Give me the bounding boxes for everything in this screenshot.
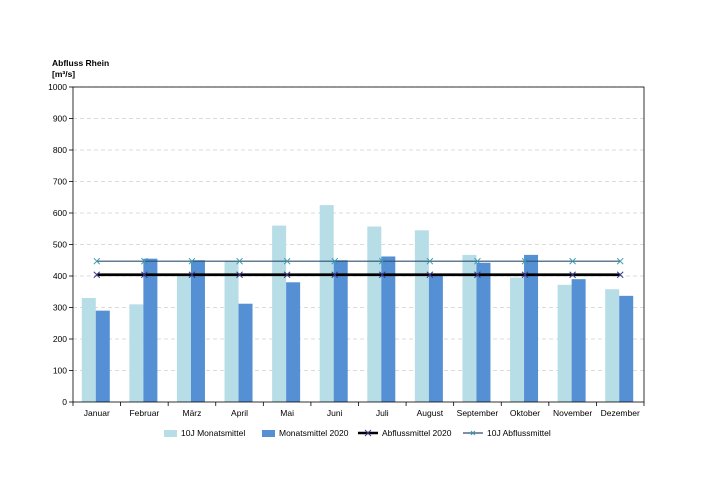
marker-abflussmittel-2020 xyxy=(426,271,434,279)
bar-10j-monatsmittel xyxy=(367,226,382,402)
bar-10j-monatsmittel xyxy=(462,254,477,402)
legend-item-10j-monatsmittel: 10J Monatsmittel xyxy=(164,428,245,438)
marker-abflussmittel-2020 xyxy=(474,271,481,279)
y-tick-label: 100 xyxy=(53,366,67,376)
marker-abflussmittel-2020 xyxy=(331,271,339,279)
x-tick-label: Juni xyxy=(327,408,343,418)
marker-abflussmittel-2020 xyxy=(188,271,196,279)
x-tick-label: Oktober xyxy=(510,408,540,418)
bar-10j-monatsmittel xyxy=(414,230,429,402)
bar-monatsmittel-2020 xyxy=(286,282,301,402)
marker-abflussmittel-2020 xyxy=(283,271,291,279)
legend-item-abflussmittel-2020: Abflussmittel 2020 xyxy=(358,428,451,438)
x-tick-label: Juli xyxy=(376,408,389,418)
marker-10j-abflussmittel xyxy=(188,257,196,265)
marker-abflussmittel-2020 xyxy=(378,271,386,279)
x-tick-label: November xyxy=(553,408,592,418)
bar-monatsmittel-2020 xyxy=(95,310,110,402)
legend-swatch-monatsmittel-2020 xyxy=(262,429,275,437)
marker-10j-abflussmittel xyxy=(569,257,576,265)
marker-abflussmittel-2020 xyxy=(236,271,243,279)
y-tick-label: 700 xyxy=(53,177,67,187)
legend-marker-10j-abflussmittel xyxy=(463,430,483,436)
legend-item-monatsmittel-2020: Monatsmittel 2020 xyxy=(262,428,348,438)
bar-monatsmittel-2020 xyxy=(381,256,396,402)
bar-10j-monatsmittel xyxy=(510,277,525,402)
legend-swatch-10j-monatsmittel xyxy=(164,429,177,437)
bar-monatsmittel-2020 xyxy=(333,260,348,402)
y-tick-label: 1000 xyxy=(48,82,67,92)
bar-10j-monatsmittel xyxy=(129,304,144,402)
y-axis-title: Abfluss Rhein xyxy=(52,58,110,68)
bar-monatsmittel-2020 xyxy=(619,295,634,402)
bar-10j-monatsmittel xyxy=(81,298,96,402)
x-tick-label: April xyxy=(231,408,248,418)
bar-monatsmittel-2020 xyxy=(428,274,443,402)
x-tick-label: Dezember xyxy=(601,408,640,418)
bar-10j-monatsmittel xyxy=(272,225,287,402)
x-tick-label: August xyxy=(417,408,444,418)
marker-10j-abflussmittel xyxy=(378,257,386,265)
bar-monatsmittel-2020 xyxy=(524,254,539,402)
bar-monatsmittel-2020 xyxy=(190,260,205,402)
marker-abflussmittel-2020 xyxy=(93,271,101,279)
y-tick-label: 900 xyxy=(53,114,67,124)
bar-10j-monatsmittel xyxy=(319,205,334,402)
bar-monatsmittel-2020 xyxy=(571,279,586,402)
marker-abflussmittel-2020 xyxy=(569,271,576,279)
marker-10j-abflussmittel xyxy=(426,257,434,265)
bar-monatsmittel-2020 xyxy=(476,262,491,402)
x-tick-label: Februar xyxy=(129,408,159,418)
bar-monatsmittel-2020 xyxy=(238,303,253,402)
legend-label-abflussmittel-2020: Abflussmittel 2020 xyxy=(382,428,452,438)
legend-label-monatsmittel-2020: Monatsmittel 2020 xyxy=(279,428,349,438)
x-tick-label: Mai xyxy=(280,408,294,418)
y-tick-label: 800 xyxy=(53,145,67,155)
y-tick-label: 600 xyxy=(53,208,67,218)
bar-10j-monatsmittel xyxy=(224,260,239,402)
x-tick-label: Januar xyxy=(84,408,110,418)
legend-label-10j-abflussmittel: 10J Abflussmittel xyxy=(487,428,551,438)
y-axis-unit: [m³/s] xyxy=(52,69,76,79)
marker-10j-abflussmittel xyxy=(521,257,529,265)
bar-10j-monatsmittel xyxy=(605,289,620,402)
marker-10j-abflussmittel xyxy=(283,257,291,265)
marker-abflussmittel-2020 xyxy=(141,271,148,279)
y-tick-label: 0 xyxy=(62,397,67,407)
y-tick-label: 400 xyxy=(53,271,67,281)
y-tick-label: 200 xyxy=(53,334,67,344)
marker-10j-abflussmittel xyxy=(474,257,481,265)
legend-marker-abflussmittel-2020 xyxy=(358,429,378,437)
marker-abflussmittel-2020 xyxy=(616,271,624,279)
marker-abflussmittel-2020 xyxy=(521,271,529,279)
bar-10j-monatsmittel xyxy=(176,274,191,402)
legend: 10J Monatsmittel Monatsmittel 2020 Abflu… xyxy=(0,428,707,442)
marker-10j-abflussmittel xyxy=(616,257,624,265)
bar-10j-monatsmittel xyxy=(557,284,572,402)
y-tick-label: 500 xyxy=(53,240,67,250)
legend-item-10j-abflussmittel: 10J Abflussmittel xyxy=(463,428,551,438)
legend-label-10j-monatsmittel: 10J Monatsmittel xyxy=(181,428,246,438)
marker-10j-abflussmittel xyxy=(93,257,101,265)
marker-10j-abflussmittel xyxy=(331,257,339,265)
marker-10j-abflussmittel xyxy=(236,257,243,265)
x-tick-label: September xyxy=(457,408,499,418)
bar-monatsmittel-2020 xyxy=(143,258,158,402)
x-tick-label: März xyxy=(183,408,202,418)
y-tick-label: 300 xyxy=(53,303,67,313)
marker-10j-abflussmittel xyxy=(141,257,148,265)
